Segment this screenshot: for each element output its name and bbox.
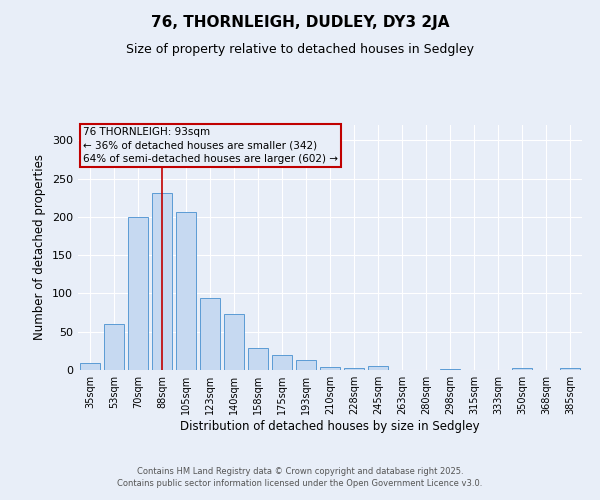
Bar [128,217,148,370]
Bar [272,354,292,370]
Text: Contains HM Land Registry data © Crown copyright and database right 2025.
Contai: Contains HM Land Registry data © Crown c… [118,466,482,487]
Bar [296,360,316,370]
Bar [80,363,100,370]
Text: 76 THORNLEIGH: 93sqm
← 36% of detached houses are smaller (342)
64% of semi-deta: 76 THORNLEIGH: 93sqm ← 36% of detached h… [83,128,338,164]
Text: Size of property relative to detached houses in Sedgley: Size of property relative to detached ho… [126,42,474,56]
Bar [176,212,196,370]
Bar [224,314,244,370]
Bar [512,368,532,370]
Bar [320,367,340,370]
Bar [248,348,268,370]
Bar [200,298,220,370]
Bar [440,369,460,370]
Bar [344,368,364,370]
Bar [104,324,124,370]
Bar [560,368,580,370]
Bar [152,193,172,370]
Y-axis label: Number of detached properties: Number of detached properties [34,154,46,340]
Text: 76, THORNLEIGH, DUDLEY, DY3 2JA: 76, THORNLEIGH, DUDLEY, DY3 2JA [151,15,449,30]
Bar [368,366,388,370]
X-axis label: Distribution of detached houses by size in Sedgley: Distribution of detached houses by size … [180,420,480,433]
